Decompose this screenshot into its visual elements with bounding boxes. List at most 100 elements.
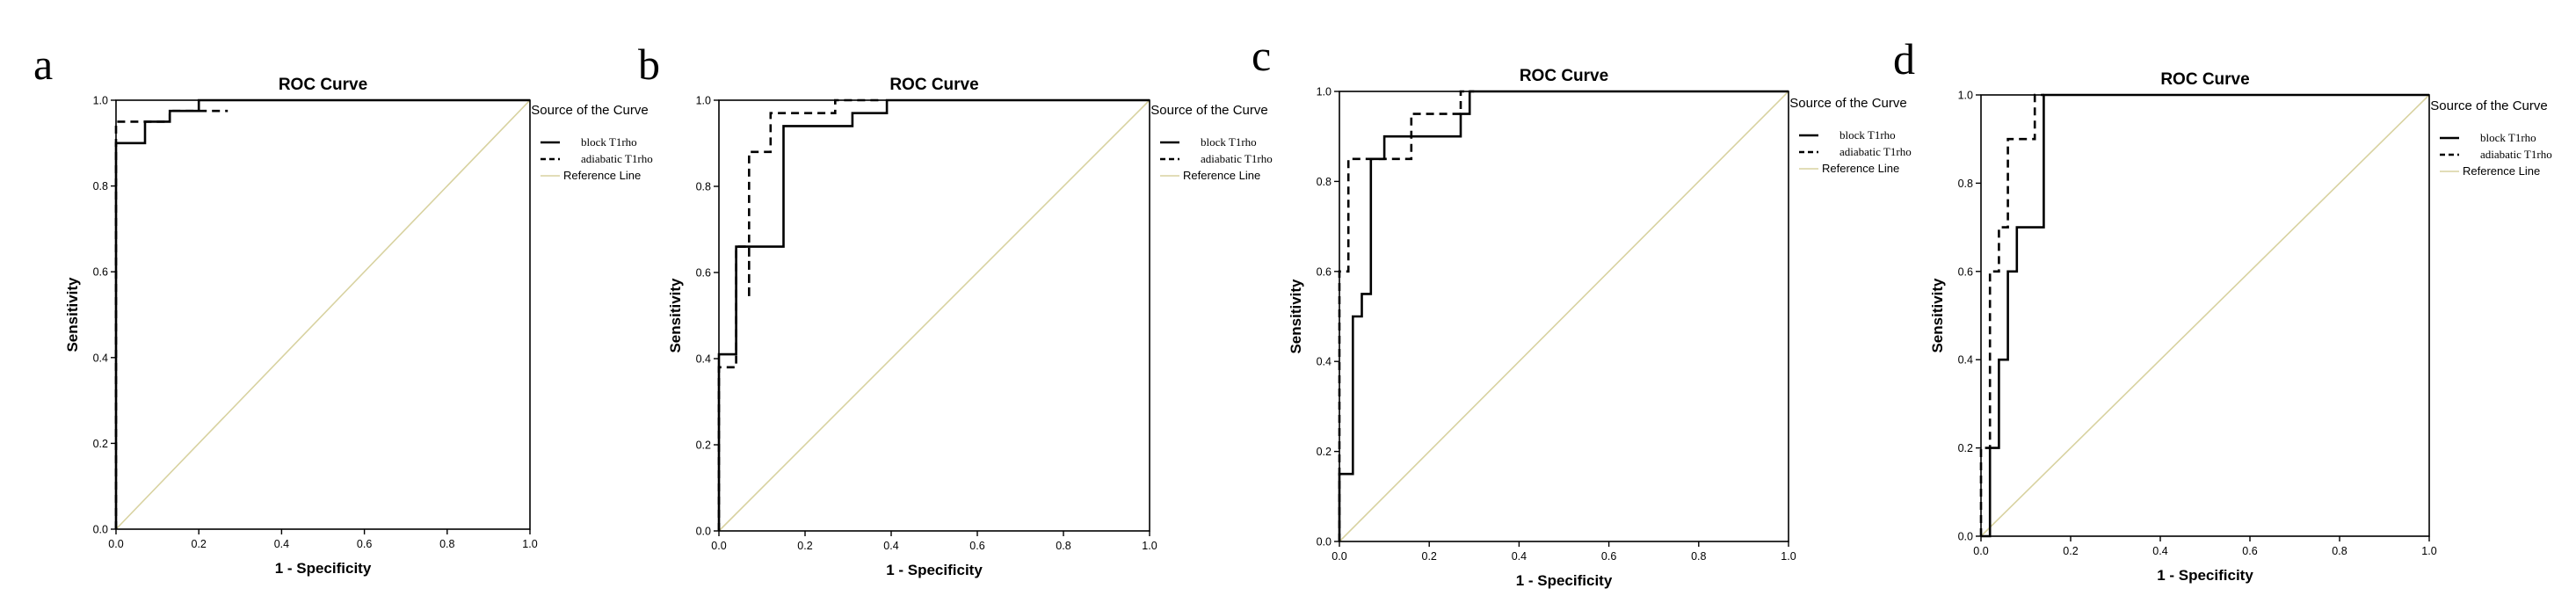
y-tick-label: 1.0 [93,95,108,107]
x-tick-label: 0.6 [2242,545,2257,557]
legend-entry: adiabatic T1rho [1839,145,1912,158]
legend-entry: Reference Line [1183,169,1260,182]
y-tick-label: 0.8 [1958,178,1973,190]
roc-panel-d: d ROC Curve 0.0 0.2 0.4 0.6 0.8 1.0 0.0 0.2 0.4 0.6… [1893,34,2552,584]
x-tick-label: 0.8 [2332,545,2347,557]
y-tick-label: 0.0 [1958,531,1973,543]
legend-entry: block T1rho [581,135,637,149]
legend-entry: Reference Line [2463,164,2540,178]
legend-entry: block T1rho [1839,128,1896,142]
legend-entry: block T1rho [2480,131,2536,144]
chart-title: ROC Curve [889,76,978,94]
y-tick-label: 0.6 [93,266,108,279]
legend-entry: adiabatic T1rho [2480,148,2552,161]
x-tick-label: 0.8 [1691,550,1706,563]
x-tick-label: 1.0 [522,538,537,550]
adiabatic-t1rho-curve [717,98,883,531]
adiabatic-t1rho-curve [1338,90,1475,541]
y-tick-label: 0.4 [93,352,108,364]
block-t1rho-curve [717,98,1150,531]
x-tick-label: 0.0 [1973,545,1988,557]
x-tick-label: 0.4 [883,540,898,552]
x-tick-label: 0.0 [711,540,726,552]
legend: Source of the Curve block T1rho adiabatic … [1789,96,1911,175]
block-t1rho-curve [1981,93,2429,538]
legend-entry: block T1rho [1201,135,1257,149]
x-tick-label: 0.2 [2063,545,2078,557]
y-tick-label: 0.4 [1317,356,1332,368]
x-tick-label: 0.8 [439,538,454,550]
plot-frame [718,99,1150,532]
legend-entry: Reference Line [1822,162,1899,175]
x-tick-label: 0.4 [1512,550,1527,563]
y-tick-label: 0.8 [696,181,711,193]
y-axis-label: Sensitivity [667,278,684,353]
roc-panel-a: a ROC Curve 0.0 0.2 0.4 0.6 0.8 1.0 0.0 0.2 0.4 0.6… [33,40,653,577]
legend-title: Source of the Curve [2430,98,2547,113]
y-tick-label: 0.4 [696,353,711,366]
reference-line [718,99,1150,532]
x-tick-label: 0.6 [357,538,372,550]
y-tick-label: 1.0 [1317,86,1332,98]
x-tick-label: 0.0 [108,538,123,550]
y-tick-label: 0.2 [1958,442,1973,454]
legend-entry: adiabatic T1rho [1201,152,1273,165]
y-tick-label: 1.0 [1958,90,1973,102]
y-tick-label: 0.8 [1317,176,1332,188]
x-tick-label: 1.0 [1142,540,1157,552]
x-axis-label: 1 - Specificity [275,560,372,577]
x-tick-label: 0.6 [1601,550,1616,563]
chart-title: ROC Curve [279,76,367,94]
x-tick-label: 0.4 [2152,545,2167,557]
chart-title: ROC Curve [1520,67,1608,85]
panel-letter: c [1252,31,1271,80]
legend: Source of the Curve block T1rho adiabatic … [531,103,652,182]
y-tick-label: 0.0 [696,526,711,538]
y-axis-label: Sensitivity [1929,278,1946,353]
x-axis-label: 1 - Specificity [1516,572,1613,589]
panel-letter: a [33,40,53,89]
legend-entry: Reference Line [563,169,641,182]
x-tick-label: 1.0 [2421,545,2436,557]
y-tick-label: 0.6 [1317,265,1332,278]
adiabatic-t1rho-curve [114,109,229,529]
legend-entry: adiabatic T1rho [581,152,653,165]
legend: Source of the Curve block T1rho adiabatic … [2430,98,2551,178]
x-tick-label: 0.8 [1056,540,1070,552]
x-tick-label: 0.2 [1422,550,1437,563]
roc-panel-c: c ROC Curve 0.0 0.2 0.4 0.6 0.8 1.0 0.0 0.2 0.4 0.6… [1252,31,1912,589]
x-tick-label: 0.4 [274,538,289,550]
legend-title: Source of the Curve [531,103,648,118]
x-axis-label: 1 - Specificity [2157,567,2253,584]
panel-letter: d [1893,34,1915,84]
y-tick-label: 0.6 [1958,265,1973,278]
roc-panel-b: b ROC Curve 0.0 0.2 0.4 0.6 0.8 1.0 0.0 0.2 0.4 0.6… [638,40,1273,578]
panel-letter: b [638,40,660,89]
plot-frame [115,99,531,530]
legend-title: Source of the Curve [1150,103,1267,118]
y-tick-label: 0.2 [1317,446,1332,458]
block-t1rho-curve [114,98,530,529]
reference-line [1980,94,2430,537]
reference-line [115,99,531,530]
y-tick-label: 0.0 [93,524,108,536]
y-tick-label: 0.6 [696,267,711,280]
legend: Source of the Curve block T1rho adiabatic … [1150,103,1272,182]
x-tick-label: 0.2 [797,540,812,552]
y-tick-label: 1.0 [696,95,711,107]
y-tick-label: 0.2 [696,440,711,452]
x-tick-label: 1.0 [1781,550,1796,563]
x-tick-label: 0.0 [1332,550,1346,563]
y-tick-label: 0.4 [1958,354,1973,367]
y-tick-label: 0.0 [1317,536,1332,549]
reference-line [1339,91,1789,542]
chart-title: ROC Curve [2160,70,2249,89]
x-tick-label: 0.2 [192,538,207,550]
y-tick-label: 0.8 [93,180,108,193]
y-axis-label: Sensitivity [64,277,81,352]
x-axis-label: 1 - Specificity [886,562,983,578]
y-tick-label: 0.2 [93,438,108,450]
x-tick-label: 0.6 [969,540,984,552]
y-axis-label: Sensitivity [1288,279,1304,354]
